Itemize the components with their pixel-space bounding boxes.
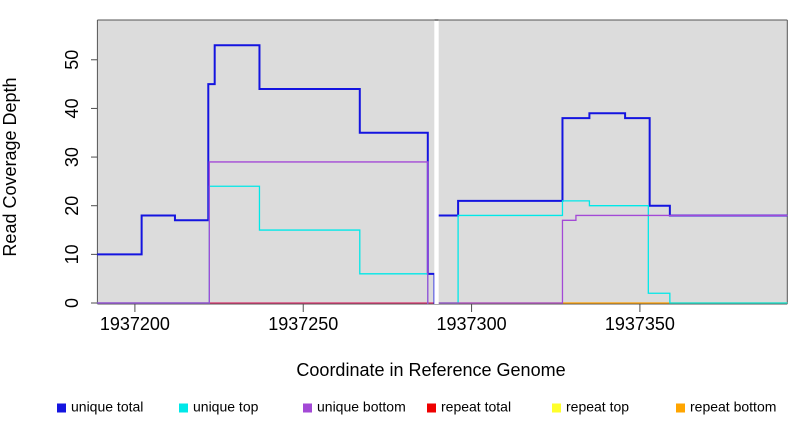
svg-text:repeat bottom: repeat bottom [690,399,776,415]
svg-text:1937350: 1937350 [605,314,675,334]
svg-text:repeat total: repeat total [441,399,511,415]
svg-text:10: 10 [62,244,82,264]
svg-text:1937300: 1937300 [437,314,507,334]
svg-text:50: 50 [62,50,82,70]
svg-text:Coordinate in Reference Genome: Coordinate in Reference Genome [296,360,565,380]
svg-text:unique total: unique total [71,399,143,415]
svg-text:40: 40 [62,98,82,118]
svg-text:repeat top: repeat top [566,399,629,415]
svg-text:unique bottom: unique bottom [317,399,406,415]
svg-text:20: 20 [62,196,82,216]
svg-text:Read Coverage Depth: Read Coverage Depth [0,77,20,256]
svg-text:30: 30 [62,147,82,167]
svg-text:0: 0 [62,298,82,308]
svg-text:1937250: 1937250 [268,314,338,334]
svg-text:unique top: unique top [193,399,259,415]
svg-text:1937200: 1937200 [100,314,170,334]
